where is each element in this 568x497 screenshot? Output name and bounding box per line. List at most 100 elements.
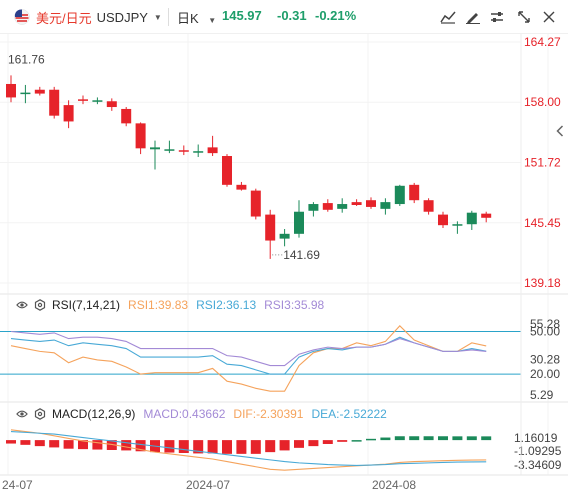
grid-lines (0, 34, 549, 475)
macd-series-line-dea (10, 430, 487, 466)
macd-histogram-bar (236, 440, 247, 454)
rsi2-value: RSI2:36.13 (196, 298, 257, 312)
indicator-settings-icon[interactable] (34, 299, 46, 311)
time-tick-label: 2024-07 (186, 478, 230, 492)
macd-histogram-bar (106, 440, 117, 450)
dif-value: DIF:-2.30391 (233, 407, 304, 421)
macd-histogram-bar (207, 440, 218, 454)
indicator-button[interactable] (438, 7, 458, 27)
macd-tick-label: -1.09295 (514, 444, 562, 458)
dea-value: DEA:-2.52222 (311, 407, 387, 421)
macd-histogram-bar (351, 440, 362, 442)
time-tick-label: 2024-08 (372, 478, 416, 492)
indicator-settings-icon[interactable] (34, 408, 46, 420)
macd-value: MACD:0.43662 (143, 407, 226, 421)
candle-body (63, 105, 74, 122)
last-price: 145.97 (222, 8, 262, 23)
candle-body (423, 200, 434, 212)
macd-tick-label: -3.34609 (514, 458, 562, 472)
symbol-selector[interactable]: 美元/日元 USDJPY ▼ (36, 8, 162, 27)
candle-body (409, 184, 420, 201)
price-change-percent: -0.21% (315, 8, 357, 23)
chart-canvas[interactable]: 161.76 141.69 164.27 158.00 151.72 145.45 139… (0, 34, 568, 497)
dropdown-caret-icon: ▼ (153, 13, 162, 22)
macd-histogram-bar (279, 440, 290, 451)
rsi-series-line-rsi2 (10, 336, 487, 375)
rsi3-value: RSI3:35.98 (264, 298, 325, 312)
macd-histogram-bar (193, 440, 204, 454)
candle-body (178, 150, 189, 152)
candle-body (466, 212, 477, 225)
rsi1-value: RSI1:39.83 (128, 298, 189, 312)
candle-body (279, 233, 290, 239)
candle-body (452, 224, 463, 226)
rsi-legend: RSI(7,14,21) RSI1:39.83 RSI2:36.13 RSI3:… (16, 298, 324, 312)
settings-button[interactable] (487, 7, 507, 27)
macd-tick-label: 1.16019 (514, 431, 558, 445)
candle-body (337, 204, 348, 209)
price-extreme-markers: 161.76 141.69 (8, 52, 320, 262)
macd-histogram-bar (222, 440, 232, 454)
candle-body (351, 202, 362, 206)
macd-histogram-bar (265, 440, 276, 453)
hide-eye-icon[interactable] (16, 299, 28, 311)
rsi-tick-label: 20.00 (530, 367, 560, 381)
candle-body (193, 151, 204, 153)
rsi-tick-label: 55.28 (530, 317, 560, 331)
low-marker-label: 141.69 (283, 248, 320, 262)
macd-histogram-bar (409, 436, 420, 441)
draw-button[interactable] (463, 7, 483, 27)
macd-histogram-bar (92, 440, 103, 450)
macd-histogram-bar (481, 436, 492, 441)
macd-histogram-bar (135, 440, 146, 452)
candle-body (150, 147, 160, 150)
candle-body (481, 213, 492, 218)
candle-body (78, 99, 88, 101)
macd-histogram-bar (6, 440, 16, 444)
candle-body (121, 108, 132, 124)
macd-series (6, 429, 492, 471)
rsi-title: RSI(7,14,21) (52, 298, 121, 312)
toolbar: 美元/日元 USDJPY ▼ 日K ▼ 145.97 -0.31 -0.21% (0, 0, 568, 34)
symbol-code: USDJPY (96, 10, 148, 25)
candle-body (135, 123, 146, 149)
rsi-tick-label: 50.00 (530, 324, 560, 338)
rsi-tick-label: 5.29 (530, 388, 554, 402)
hide-eye-icon[interactable] (16, 408, 28, 420)
macd-histogram-bar (438, 436, 448, 441)
candle-body (20, 92, 31, 95)
candle-body (222, 156, 232, 185)
chevron-left-icon (556, 125, 564, 137)
price-tick-label: 151.72 (524, 156, 561, 170)
collapse-panel-button[interactable] (553, 120, 567, 142)
candle-body (164, 149, 175, 151)
macd-histogram-bar (452, 436, 463, 441)
rsi-series-line-rsi3 (10, 330, 487, 367)
macd-histogram-bar (466, 436, 477, 441)
macd-histogram-bar (380, 437, 391, 441)
macd-histogram-bar (308, 440, 319, 447)
price-change: -0.31 (277, 8, 307, 23)
macd-legend: MACD(12,26,9) MACD:0.43662 DIF:-2.30391 … (16, 407, 387, 421)
high-marker-label: 161.76 (8, 52, 45, 66)
macd-histogram-bar (49, 440, 60, 448)
macd-histogram-bar (423, 436, 434, 441)
candle-body (366, 200, 376, 207)
expand-icon (518, 11, 530, 23)
macd-histogram-bar (337, 440, 348, 442)
period-selector[interactable]: 日K ▼ (177, 8, 216, 27)
pen-icon (466, 13, 480, 24)
close-button[interactable] (539, 7, 559, 27)
candle-body (394, 185, 405, 205)
candle-body (265, 214, 276, 241)
candle-body (438, 214, 448, 226)
rsi-tick-label: 30.28 (530, 353, 560, 367)
macd-series-line-dif (10, 429, 487, 471)
price-tick-label: 139.18 (524, 276, 561, 290)
candlestick-series (6, 75, 492, 259)
candle-body (34, 89, 45, 94)
candle-body (49, 89, 60, 116)
candle-body (294, 211, 304, 234)
time-tick-label: 24-07 (2, 478, 33, 492)
fullscreen-button[interactable] (514, 7, 534, 27)
